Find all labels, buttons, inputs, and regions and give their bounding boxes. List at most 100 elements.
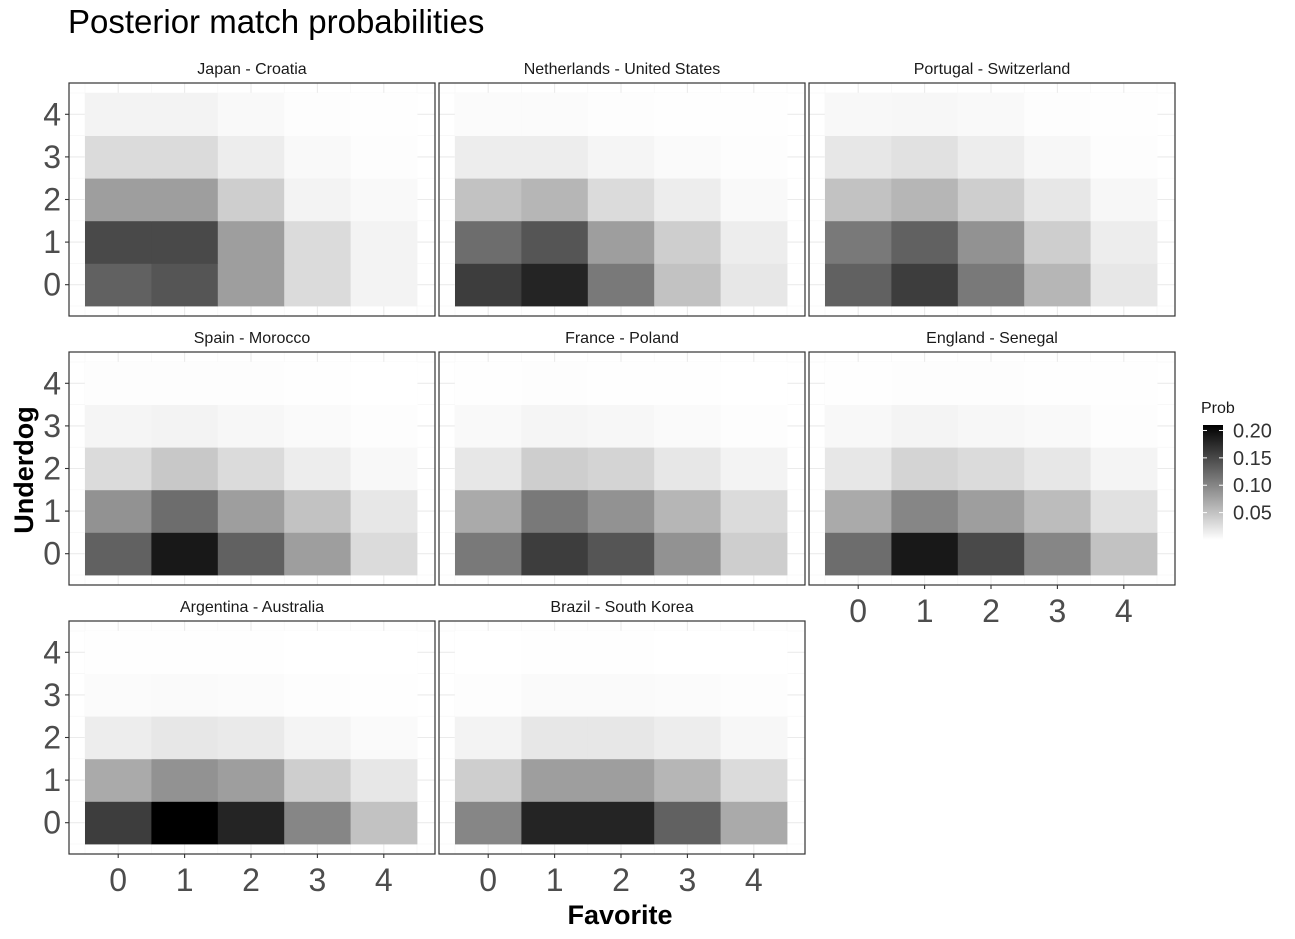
heatmap-tile <box>654 220 721 264</box>
heatmap-tile <box>521 801 589 845</box>
heatmap-tile <box>151 362 219 405</box>
heatmap-tile <box>891 220 959 264</box>
heatmap-tile <box>1090 135 1158 179</box>
heatmap-tile <box>1024 93 1091 136</box>
heatmap-tile <box>284 532 351 576</box>
heatmap-tile <box>891 489 959 533</box>
heatmap-tile <box>720 673 788 717</box>
heatmap-tile <box>85 263 152 307</box>
heatmap-tile <box>521 673 589 717</box>
x-tick-label: 2 <box>242 862 260 898</box>
heatmap-tile <box>350 93 418 136</box>
heatmap-tile <box>85 178 152 222</box>
heatmap-tile <box>455 716 522 760</box>
legend-tick-label: 0.15 <box>1233 448 1272 470</box>
heatmap-tile <box>151 404 219 448</box>
facet-strip-label: Japan - Croatia <box>197 61 306 78</box>
x-tick-label: 3 <box>309 862 327 898</box>
heatmap-tile <box>654 801 721 845</box>
facet-panel: Argentina - Australia 0 1 2 3 4 0 1 2 3 4 <box>43 599 436 898</box>
heatmap-tile <box>957 447 1025 491</box>
heatmap-tile <box>151 532 219 576</box>
heatmap-tile <box>587 489 655 533</box>
heatmap-tile <box>217 758 285 802</box>
panel-border <box>438 351 806 586</box>
heatmap-tile <box>521 631 589 674</box>
y-tick-label: 3 <box>43 408 61 444</box>
heatmap-tile <box>957 178 1025 222</box>
heatmap-tile <box>217 489 285 533</box>
heatmap-tile <box>455 489 522 533</box>
heatmap-tile <box>654 489 721 533</box>
y-tick-label: 0 <box>43 805 61 841</box>
heatmap-tile <box>151 135 219 179</box>
heatmap-tile <box>1090 532 1158 576</box>
heatmap-tile <box>455 673 522 717</box>
heatmap-tile <box>654 362 721 405</box>
heatmap-tile <box>284 178 351 222</box>
heatmap-tile <box>957 263 1025 307</box>
y-tick-label: 0 <box>43 267 61 303</box>
heatmap-tile <box>350 447 418 491</box>
chart-title: Posterior match probabilities <box>68 3 485 40</box>
heatmap-tile <box>85 362 152 405</box>
heatmap-tile <box>284 93 351 136</box>
heatmap-tile <box>587 673 655 717</box>
heatmap-tile <box>957 532 1025 576</box>
heatmap-tile <box>85 673 152 717</box>
heatmap-tile <box>521 404 589 448</box>
x-tick-label: 0 <box>479 862 497 898</box>
heatmap-tile <box>891 135 959 179</box>
heatmap-tile <box>1024 532 1091 576</box>
heatmap-tile <box>1090 404 1158 448</box>
x-tick-label: 2 <box>612 862 630 898</box>
y-tick-label: 1 <box>43 224 61 260</box>
heatmap-tile <box>350 631 418 674</box>
x-tick-label: 4 <box>375 862 393 898</box>
x-tick-label: 3 <box>679 862 697 898</box>
heatmap-tile <box>825 263 892 307</box>
facet-strip-label: England - Senegal <box>926 330 1058 347</box>
heatmap-tile <box>455 135 522 179</box>
heatmap-tile <box>825 178 892 222</box>
heatmap-tile <box>284 489 351 533</box>
x-tick-label: 1 <box>546 862 564 898</box>
heatmap-tile <box>1090 178 1158 222</box>
heatmap-tile <box>455 178 522 222</box>
facet-strip-label: Netherlands - United States <box>524 61 721 78</box>
facet-panel: Netherlands - United States <box>438 61 806 317</box>
heatmap-tile <box>1024 263 1091 307</box>
heatmap-tile <box>284 758 351 802</box>
y-tick-label: 0 <box>43 536 61 572</box>
heatmap-tile <box>217 716 285 760</box>
panel-border <box>438 82 806 317</box>
y-tick-label: 1 <box>43 493 61 529</box>
heatmap-tile <box>455 447 522 491</box>
heatmap-tile <box>654 758 721 802</box>
panel-border <box>438 620 806 855</box>
heatmap-tile <box>654 631 721 674</box>
heatmap-tile <box>284 220 351 264</box>
heatmap-tile <box>217 263 285 307</box>
heatmap-tile <box>720 93 788 136</box>
heatmap-tile <box>825 362 892 405</box>
heatmap-tile <box>1024 447 1091 491</box>
heatmap-tile <box>1090 220 1158 264</box>
heatmap-tile <box>350 362 418 405</box>
heatmap-tile <box>455 93 522 136</box>
heatmap-tile <box>151 673 219 717</box>
heatmap-tile <box>654 673 721 717</box>
heatmap-tile <box>350 716 418 760</box>
heatmap-tile <box>217 135 285 179</box>
heatmap-tile <box>284 673 351 717</box>
facet-strip-label: Argentina - Australia <box>180 599 324 616</box>
heatmap-tile <box>587 93 655 136</box>
heatmap-tile <box>350 489 418 533</box>
heatmap-tile <box>720 178 788 222</box>
heatmap-tile <box>217 532 285 576</box>
facet-panel: Spain - Morocco 0 1 2 3 4 <box>43 330 436 586</box>
heatmap-tile <box>825 447 892 491</box>
heatmap-tile <box>350 178 418 222</box>
x-tick-label: 3 <box>1049 593 1067 629</box>
heatmap-tile <box>284 447 351 491</box>
